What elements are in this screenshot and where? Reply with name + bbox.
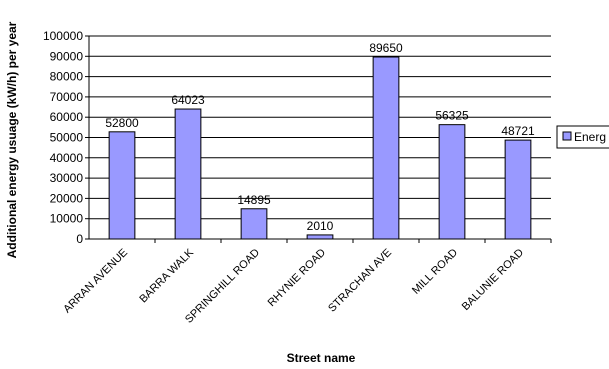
y-tick-label: 10000 — [50, 212, 84, 226]
data-label: 52800 — [105, 116, 139, 130]
x-tick-label: ARRAN AVENUE — [61, 247, 130, 316]
bar — [108, 131, 136, 240]
y-tick-label: 90000 — [50, 49, 84, 63]
data-label: 2010 — [307, 219, 334, 233]
y-tick-label: 100000 — [43, 29, 83, 43]
y-tick-label: 80000 — [50, 70, 84, 84]
bars — [108, 56, 532, 240]
bar — [240, 208, 268, 240]
y-tick-label: 30000 — [50, 171, 84, 185]
data-label: 14895 — [237, 193, 271, 207]
gridlines — [85, 35, 552, 243]
bar — [504, 139, 532, 240]
legend-label: Energ — [574, 130, 606, 144]
legend-swatch — [562, 131, 572, 141]
legend: Energ — [556, 125, 609, 149]
y-tick-label: 20000 — [50, 191, 84, 205]
bar — [306, 234, 334, 240]
x-axis-title: Street name — [287, 351, 356, 365]
x-tick-label: STRACHAN AVE — [326, 247, 394, 315]
data-labels: 52800 64023 14895 2010 89650 56325 48721 — [105, 41, 535, 233]
bar — [438, 124, 466, 240]
x-tick-label: RHYNIE ROAD — [266, 247, 329, 310]
x-tick-label: SPRINGHILL ROAD — [183, 247, 262, 326]
bar — [174, 108, 202, 240]
bar — [372, 56, 400, 240]
x-tick-label: BALUNIE ROAD — [460, 247, 526, 313]
data-label: 48721 — [501, 124, 535, 138]
y-axis-title: Additional energy usuage (kW/h) per year — [5, 21, 19, 258]
y-tick-label: 0 — [76, 232, 83, 246]
y-tick-label: 70000 — [50, 90, 84, 104]
data-label: 64023 — [171, 93, 205, 107]
data-label: 56325 — [435, 109, 469, 123]
x-tick-label: MILL ROAD — [410, 247, 460, 297]
x-tick-label: BARRA WALK — [137, 246, 196, 305]
y-tick-label: 40000 — [50, 151, 84, 165]
data-label: 89650 — [369, 41, 403, 55]
y-tick-label: 60000 — [50, 110, 84, 124]
y-tick-labels: 0 10000 20000 30000 40000 50000 60000 70000 8000… — [43, 29, 83, 246]
y-tick-label: 50000 — [50, 131, 84, 145]
